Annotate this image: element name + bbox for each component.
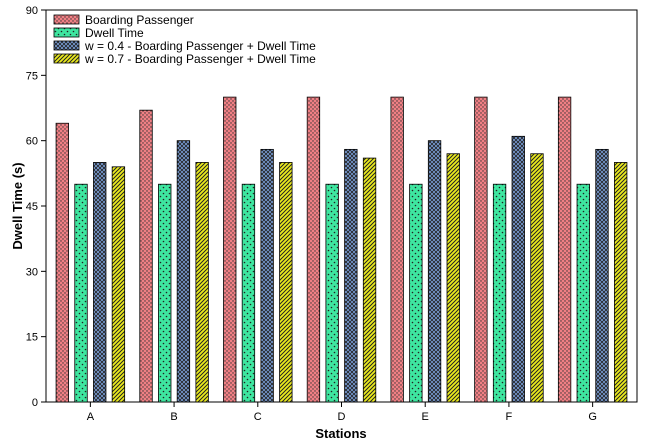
y-tick-label: 90 — [26, 5, 38, 17]
bar-E-series-2 — [409, 183, 423, 403]
bar-C-series-1 — [223, 96, 237, 403]
y-tick-label: 45 — [26, 201, 38, 213]
x-tick-label: B — [170, 411, 177, 423]
legend-swatch — [53, 14, 80, 25]
y-axis-title: Dwell Time (s) — [10, 162, 25, 249]
bar-B-series-3 — [176, 140, 191, 403]
bar-A-series-4 — [111, 166, 126, 403]
x-tick-label: E — [422, 411, 429, 423]
bar-A-series-3 — [93, 162, 107, 403]
x-tick-label: A — [87, 411, 95, 423]
bar-A-series-2 — [74, 183, 88, 403]
bar-C-series-3 — [260, 148, 274, 403]
bar-G-series-1 — [557, 96, 572, 403]
x-axis: A B C D E F G — [87, 402, 597, 423]
bar-G-series-4 — [614, 162, 628, 403]
bar-G-series-2 — [576, 183, 590, 403]
bar-A-series-1 — [55, 122, 69, 403]
y-tick-label: 15 — [26, 332, 38, 344]
legend-swatch — [53, 27, 80, 38]
plot-frame — [45, 9, 638, 403]
y-tick-label: 0 — [32, 397, 38, 409]
bar-D-series-3 — [344, 148, 358, 403]
bar-D-series-1 — [306, 96, 321, 403]
legend-label: Dwell Time — [85, 26, 144, 40]
y-tick-label: 75 — [26, 70, 38, 82]
bar-D-series-2 — [325, 183, 339, 403]
x-tick-label: C — [254, 411, 262, 423]
x-tick-label: G — [588, 411, 597, 423]
bar-E-series-4 — [446, 153, 460, 403]
bar-F-series-1 — [474, 96, 488, 403]
legend-label: w = 0.7 - Boarding Passenger + Dwell Tim… — [84, 52, 316, 66]
bar-B-series-1 — [139, 109, 153, 403]
x-axis-title: Stations — [315, 426, 366, 441]
legend-label: Boarding Passenger — [85, 13, 194, 27]
bar-F-series-2 — [492, 183, 507, 403]
legend-label: w = 0.4 - Boarding Passenger + Dwell Tim… — [84, 39, 316, 53]
bar-C-series-4 — [279, 162, 293, 403]
bars-group — [55, 96, 628, 403]
y-tick-label: 60 — [26, 136, 38, 148]
bar-E-series-1 — [390, 96, 404, 403]
y-axis: 0 15 30 45 60 75 90 — [26, 5, 46, 409]
x-tick-label: D — [338, 411, 346, 423]
bar-F-series-3 — [511, 135, 525, 403]
y-tick-label: 30 — [26, 266, 38, 278]
bar-C-series-2 — [241, 183, 256, 403]
bar-B-series-2 — [158, 183, 172, 403]
legend-swatch — [53, 53, 80, 64]
bar-E-series-3 — [427, 140, 442, 403]
bar-D-series-4 — [362, 157, 377, 403]
legend-swatch — [53, 40, 80, 51]
bar-F-series-4 — [530, 153, 544, 403]
bar-B-series-4 — [195, 162, 209, 403]
x-tick-label: F — [506, 411, 513, 423]
bar-G-series-3 — [595, 148, 609, 403]
